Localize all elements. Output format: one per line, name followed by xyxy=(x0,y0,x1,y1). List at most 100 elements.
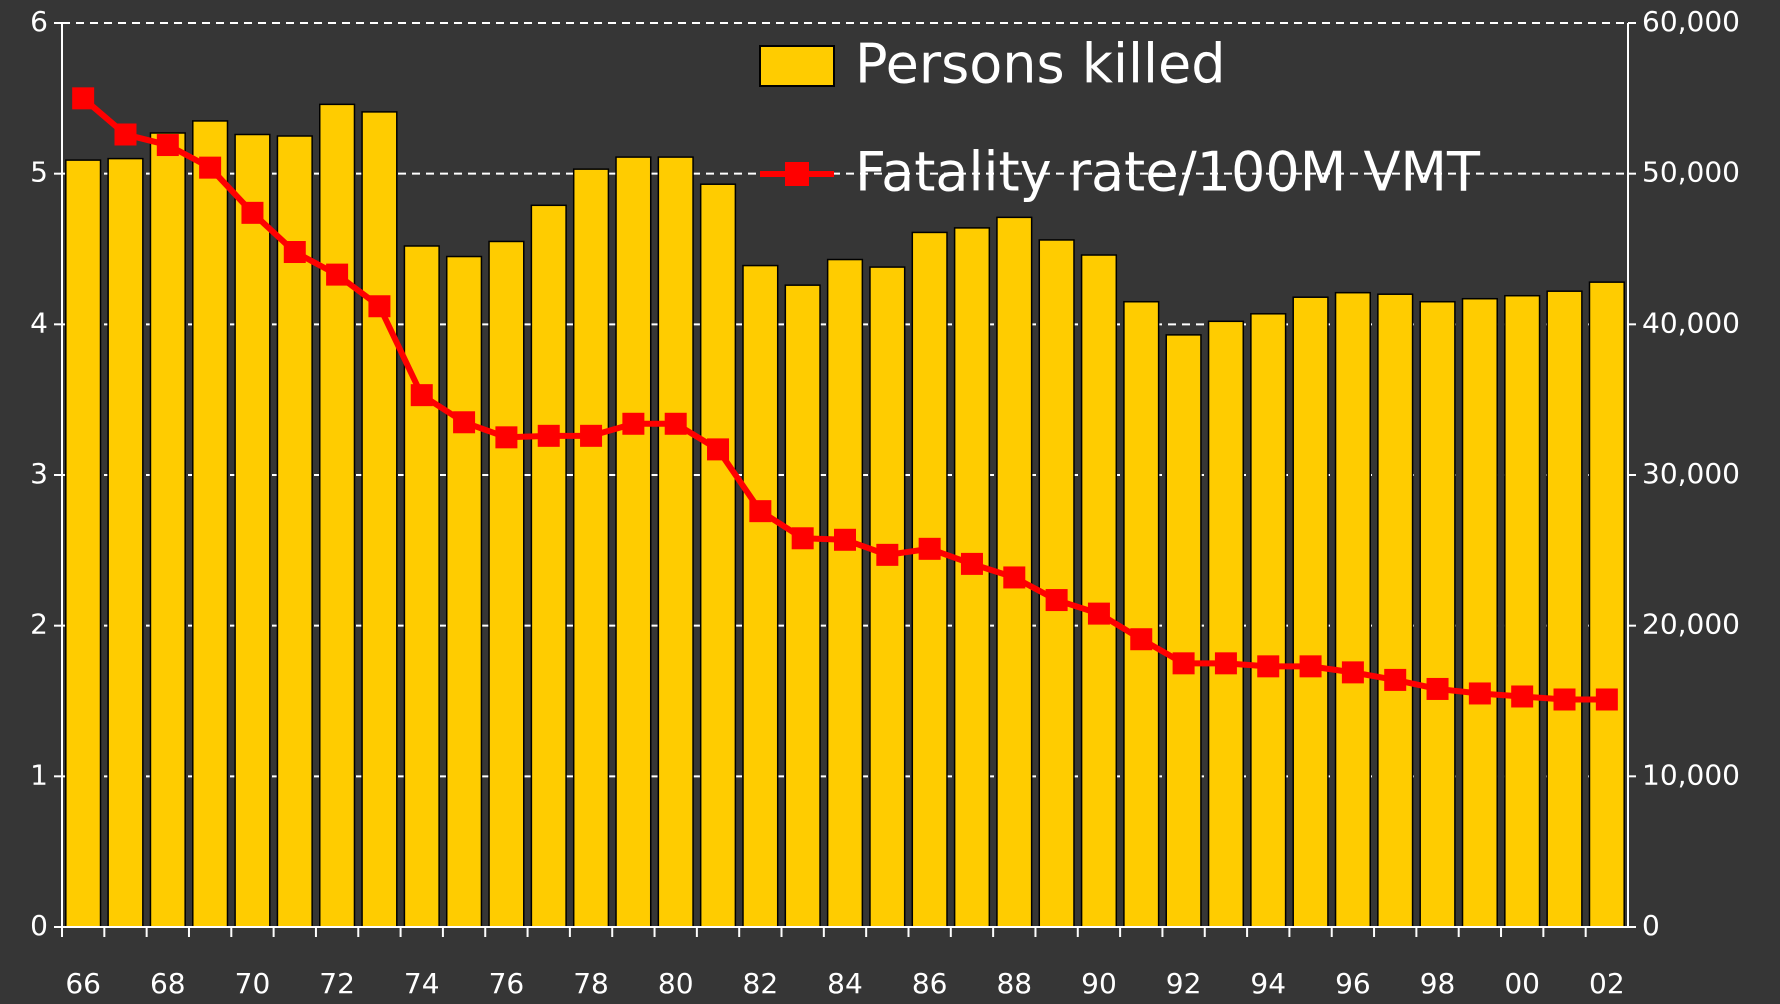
marker xyxy=(1595,688,1618,711)
bar xyxy=(1334,291,1371,928)
legend-label: Fatality rate/100M VMT xyxy=(855,141,1481,204)
x-tick-label: 98 xyxy=(1420,967,1456,1000)
y-tick-label: 2 xyxy=(30,608,48,641)
y2-tick-label: 40,000 xyxy=(1642,306,1740,339)
y2-tick-label: 60,000 xyxy=(1642,5,1740,38)
x-tick-label: 70 xyxy=(235,967,271,1000)
bars xyxy=(65,103,1625,928)
bar xyxy=(530,204,567,928)
bar xyxy=(65,159,102,928)
y-tick-label: 1 xyxy=(30,758,48,791)
marker xyxy=(960,552,983,575)
marker xyxy=(1045,589,1068,612)
x-tick-label: 00 xyxy=(1504,967,1540,1000)
marker xyxy=(283,241,306,264)
x-tick-label: 88 xyxy=(996,967,1032,1000)
bar xyxy=(403,245,440,928)
legend: Persons killed Fatality rate/100M VMT xyxy=(759,33,1481,204)
x-tick-label: 68 xyxy=(150,967,186,1000)
bar xyxy=(572,168,610,928)
marker xyxy=(453,411,476,434)
bar xyxy=(1207,320,1245,928)
bar xyxy=(1461,297,1498,928)
bar xyxy=(319,103,356,928)
y2-tick-label: 0 xyxy=(1642,909,1660,942)
bar xyxy=(742,264,779,928)
marker xyxy=(114,123,137,146)
x-tick-label: 76 xyxy=(489,967,525,1000)
marker xyxy=(664,412,687,435)
x-tick-label: 02 xyxy=(1589,967,1625,1000)
bar xyxy=(192,120,229,928)
bar xyxy=(784,284,821,928)
marker xyxy=(791,527,814,550)
marker xyxy=(1468,682,1491,705)
bar xyxy=(149,132,186,928)
marker xyxy=(749,500,772,523)
y2-tick-label: 50,000 xyxy=(1642,156,1740,189)
bar xyxy=(1546,290,1583,928)
x-tick-label: 80 xyxy=(658,967,694,1000)
marker xyxy=(537,424,560,447)
x-tick-label: 72 xyxy=(319,967,355,1000)
bar xyxy=(826,258,864,928)
bar xyxy=(107,157,144,928)
marker xyxy=(1003,566,1026,589)
y2-tick-label: 10,000 xyxy=(1642,758,1740,791)
marker xyxy=(495,426,518,449)
legend-label: Persons killed xyxy=(855,33,1226,96)
x-tick-label: 82 xyxy=(743,967,779,1000)
marker xyxy=(1257,655,1280,678)
y-tick-label: 0 xyxy=(30,909,48,942)
axes: 0 1 2 3 4 5 6 0 10,000 20,000 30,000 40,000 50,000 60… xyxy=(30,5,1740,1000)
x-tick-label: 84 xyxy=(827,967,863,1000)
marker xyxy=(326,263,349,286)
bar xyxy=(1292,296,1329,928)
marker xyxy=(241,201,264,224)
marker xyxy=(1172,652,1195,675)
marker xyxy=(622,412,645,435)
marker xyxy=(1087,602,1110,625)
bar xyxy=(276,135,313,928)
marker xyxy=(410,384,433,407)
bar xyxy=(1250,313,1287,928)
bar xyxy=(1165,334,1202,928)
bar xyxy=(1504,294,1541,928)
bar xyxy=(1377,293,1414,928)
bar xyxy=(1588,281,1625,928)
marker xyxy=(156,134,179,157)
x-tick-label: 86 xyxy=(912,967,948,1000)
bar xyxy=(445,255,483,928)
marker xyxy=(1426,677,1449,700)
legend-swatch xyxy=(759,45,835,87)
x-tick-label: 96 xyxy=(1335,967,1371,1000)
marker xyxy=(72,87,95,110)
marker xyxy=(1511,685,1534,708)
marker xyxy=(1299,655,1322,678)
marker xyxy=(1553,688,1576,711)
marker xyxy=(580,424,603,447)
x-tick-label: 74 xyxy=(404,967,440,1000)
x-tick-label: 92 xyxy=(1166,967,1202,1000)
bar xyxy=(361,111,398,928)
y-tick-label: 4 xyxy=(30,306,48,339)
y-tick-label: 5 xyxy=(30,156,48,189)
x-tick-label: 90 xyxy=(1081,967,1117,1000)
x-tick-label: 78 xyxy=(573,967,609,1000)
legend-marker xyxy=(785,162,809,186)
y2-tick-label: 20,000 xyxy=(1642,608,1740,641)
marker xyxy=(1341,661,1364,684)
y-tick-label: 3 xyxy=(30,457,48,490)
bar xyxy=(1123,300,1160,928)
x-tick-label: 94 xyxy=(1250,967,1286,1000)
bar xyxy=(911,231,948,928)
marker xyxy=(918,537,941,560)
bar xyxy=(1038,239,1075,928)
bar xyxy=(699,183,737,928)
bar xyxy=(1419,300,1456,928)
marker xyxy=(199,156,222,179)
bar xyxy=(488,240,525,928)
x-tick-label: 66 xyxy=(65,967,101,1000)
